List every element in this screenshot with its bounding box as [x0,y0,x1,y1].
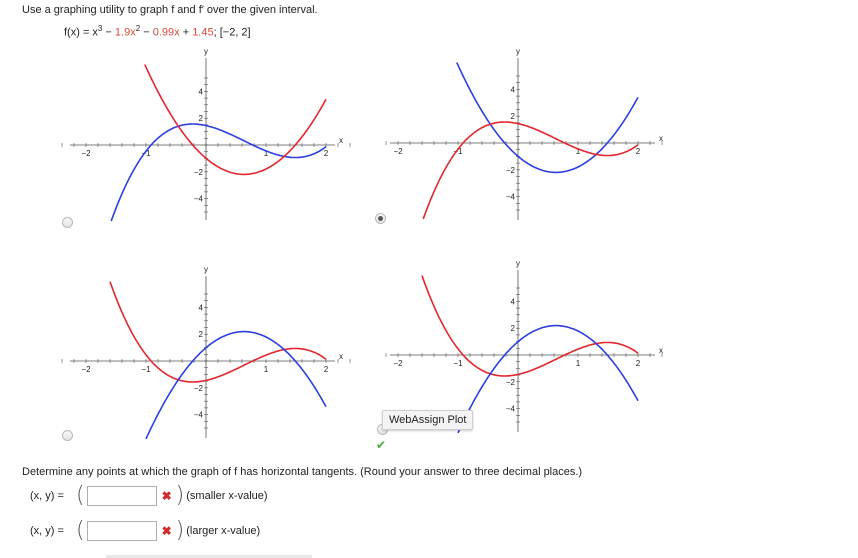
fx-coef2: 1.9x [114,26,136,39]
x-tick-label: −1 [141,365,151,374]
fprime-curve [457,324,639,434]
y-tick-label: −2 [194,168,204,177]
horizontal-tangents-question: Determine any points at which the graph … [22,466,583,478]
fx-coef1: 0.99x [152,26,180,39]
y-axis-label: y [516,47,520,56]
answer-input-smaller[interactable] [86,486,157,506]
x-tick-label: −1 [453,147,463,156]
answer-input-larger[interactable] [86,521,157,541]
graph-option-a: −2 −1 1 2 4 2 −2 −4 x y [60,40,360,230]
y-tick-label: 4 [199,303,204,312]
fprime-curve [144,64,327,176]
x-axis-label: x [659,346,663,355]
graph-option-b: −2 −1 1 2 4 2 −2 −4 x y [373,40,680,230]
y-tick-label: −4 [194,411,204,420]
fx-plus: + [179,26,193,39]
x-tick-label: 2 [324,365,329,374]
incorrect-x-icon: ✖ [161,524,172,538]
x-tick-label: 2 [324,149,329,158]
y-tick-label: −2 [194,384,204,393]
x-tick-label: −2 [81,149,91,158]
x-tick-label: 1 [576,359,581,368]
answer-label-smaller: (x, y) = [30,490,64,502]
fx-exp3: 3 [97,24,103,33]
webassign-plot-tooltip: WebAssign Plot [382,410,474,430]
y-axis-label: y [516,259,520,268]
answer-row-larger: (x, y) = ( ✖ ) (larger x-value) [30,520,260,542]
fx-minus1: − [102,26,115,39]
x-axis-label: x [339,352,343,361]
fprime-curve [145,330,327,440]
answer-note-smaller: (smaller x-value) [186,490,268,502]
plot-svg: −2 −1 1 2 4 2 −2 −4 x y [373,47,663,220]
f-curve [109,281,327,383]
option-b-radio[interactable] [375,213,386,224]
y-tick-label: 2 [199,114,204,123]
graph-option-d: −2 −1 1 2 4 2 −2 −4 x y [373,252,680,442]
x-axis-label: x [659,134,663,143]
y-tick-label: 2 [511,324,516,333]
x-tick-label: 2 [636,147,641,156]
x-axis-label: x [339,136,343,145]
plot-svg: −2 −1 1 2 4 2 −2 −4 x y [373,259,663,434]
x-tick-label: −1 [141,149,151,158]
y-axis-label: y [204,47,208,56]
x-tick-label: 1 [264,365,269,374]
y-tick-label: 4 [199,87,204,96]
bottom-toolbar-edge [106,555,312,558]
y-tick-label: −2 [506,378,516,387]
x-tick-label: 1 [576,147,581,156]
fx-minus2: − [140,26,153,39]
option-c-radio[interactable] [62,430,73,441]
y-tick-label: −4 [194,195,204,204]
plot-svg: −2 −1 1 2 4 2 −2 −4 x y [61,265,351,440]
function-definition: f(x) = x3 − 1.9x2 − 0.99x + 1.45; [−2, 2… [64,24,251,39]
fx-prefix: f(x) = x [64,26,98,39]
open-paren: ( [76,518,85,543]
f-curve [110,123,327,222]
correct-check-icon: ✔ [376,438,387,452]
answer-note-larger: (larger x-value) [186,525,261,537]
y-tick-label: 4 [511,85,516,94]
fx-interval: ; [−2, 2] [213,26,251,39]
f-curve [421,275,639,377]
plot-svg: −2 −1 1 2 4 2 −2 −4 x y [61,47,351,222]
y-tick-label: 4 [511,297,516,306]
y-tick-label: −4 [506,193,516,202]
fx-exp2: 2 [135,24,141,33]
close-paren: ) [175,518,185,543]
fprime-curve [456,62,639,174]
x-tick-label: 1 [264,149,269,158]
x-tick-label: −2 [393,147,403,156]
y-tick-label: 2 [199,330,204,339]
y-axis-label: y [204,265,208,274]
y-tick-label: −2 [506,166,516,175]
x-tick-label: −2 [393,359,403,368]
x-tick-label: −1 [453,359,463,368]
prompt: Use a graphing utility to graph f and f′… [22,4,318,16]
f-curve [422,121,639,220]
close-paren: ) [175,483,185,508]
option-a-radio[interactable] [62,217,73,228]
y-tick-label: −4 [506,405,516,414]
answer-label-larger: (x, y) = [30,525,64,537]
answer-row-smaller: (x, y) = ( ✖ ) (smaller x-value) [30,485,268,507]
incorrect-x-icon: ✖ [161,489,172,503]
graph-option-c: −2 −1 1 2 4 2 −2 −4 x y [60,258,360,448]
x-tick-label: 2 [636,359,641,368]
open-paren: ( [76,483,85,508]
x-tick-label: −2 [81,365,91,374]
y-tick-label: 2 [511,112,516,121]
fx-coef0: 1.45 [192,26,214,39]
